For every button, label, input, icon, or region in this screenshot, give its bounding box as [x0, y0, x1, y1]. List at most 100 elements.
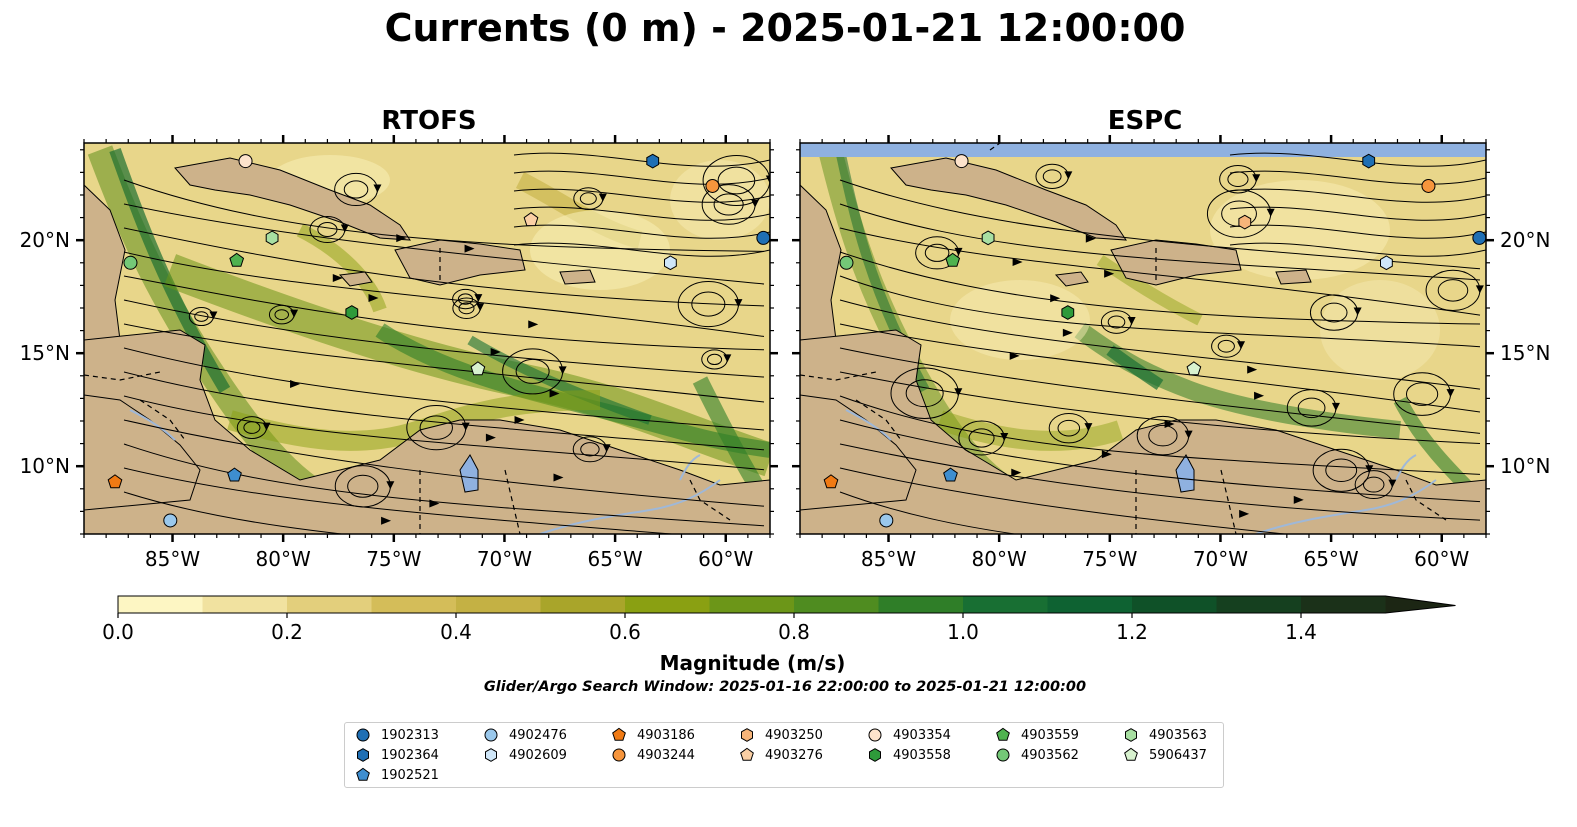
streamline-arrow — [1184, 430, 1193, 439]
legend-label: 5906437 — [1149, 747, 1207, 763]
land-areas — [84, 157, 770, 534]
y-tick-label: 15°N — [20, 341, 70, 365]
colorbar-segment — [794, 596, 879, 613]
legend-label: 4903186 — [637, 727, 695, 743]
colorbar-segment — [118, 596, 203, 613]
colorbar-tick-label: 1.0 — [947, 620, 979, 644]
colorbar-segment — [202, 596, 288, 613]
legend-marker-4903186 — [612, 727, 626, 741]
x-tick-label: 80°W — [972, 547, 1027, 571]
no-data-band — [800, 143, 1486, 157]
streamline — [123, 275, 765, 351]
streamline-arrow — [1247, 365, 1258, 374]
streamline-eddy — [1057, 419, 1081, 437]
legend-label: 4903563 — [1149, 727, 1207, 743]
x-tick-label: 70°W — [1193, 547, 1248, 571]
colorbar-segment — [1301, 596, 1386, 613]
float-marker-4902609 — [1380, 255, 1393, 271]
legend-item-4903563: 4903563 — [1123, 725, 1207, 745]
float-marker-1902313 — [756, 230, 770, 245]
streamline-arrow — [368, 294, 379, 303]
x-tick-label: 70°W — [477, 547, 532, 571]
y-tick-label: 10°N — [1500, 454, 1550, 478]
legend-label: 4903354 — [893, 727, 951, 743]
streamline — [123, 299, 765, 378]
streamline-eddy — [1297, 397, 1326, 419]
streamline — [839, 179, 1481, 270]
streamline-eddy — [1325, 458, 1358, 483]
streamline-arrow — [1353, 307, 1362, 316]
pentagon-marker-icon — [356, 767, 370, 781]
streamline-arrow — [290, 309, 299, 318]
circle-marker-icon — [996, 748, 1010, 762]
legend-label: 1902313 — [381, 727, 439, 743]
float-marker-1902313 — [1472, 230, 1486, 245]
streamline — [513, 152, 770, 167]
map-frame-rtofs — [83, 142, 771, 535]
colorbar-outline — [117, 595, 1456, 614]
streamline-eddy — [317, 222, 338, 237]
hexagon-marker-icon — [1125, 728, 1137, 742]
streamline — [839, 203, 1481, 281]
streamline-arrow — [464, 244, 475, 253]
legend-item-1902364: 1902364 — [355, 745, 439, 765]
colorbar-extend-arrow — [1385, 596, 1456, 613]
pentagon-marker-icon — [612, 727, 626, 741]
streamline-arrow — [1085, 234, 1096, 243]
colorbar-segment — [1132, 596, 1217, 613]
streamline-arrow — [1266, 208, 1275, 217]
legend-item-4903186: 4903186 — [611, 725, 695, 745]
float-marker-4903244 — [1421, 178, 1436, 193]
streamline-arrow — [1012, 257, 1023, 266]
circle-marker-icon — [484, 728, 498, 742]
float-marker-4903558 — [345, 305, 359, 320]
legend-marker-5906437 — [1124, 747, 1138, 761]
float-marker-4903186 — [823, 474, 839, 489]
colorbar-segment — [540, 596, 626, 613]
legend-label: 4903250 — [765, 727, 823, 743]
streamline — [839, 275, 1481, 348]
streamline-arrow — [490, 348, 501, 357]
streamline-arrow — [598, 193, 607, 202]
float-marker-5906437 — [470, 361, 486, 376]
panel-title-rtofs: RTOFS — [381, 106, 477, 136]
streamline — [513, 206, 770, 221]
streamline-arrow — [1388, 479, 1397, 488]
legend-item-4903558: 4903558 — [867, 745, 951, 765]
axis-ticks — [76, 135, 1494, 542]
float-marker-4902609 — [664, 255, 677, 271]
streamline — [1229, 152, 1486, 167]
streamline-arrow — [340, 224, 349, 233]
legend-item-1902313: 1902313 — [355, 725, 439, 745]
x-tick-label: 75°W — [1082, 547, 1137, 571]
panel-title-espc: ESPC — [1107, 106, 1183, 136]
streamline — [123, 323, 765, 403]
colorbar-segment — [456, 596, 541, 613]
float-marker-4903559 — [229, 252, 245, 267]
streamline — [839, 395, 1481, 475]
streamline-arrow — [1000, 432, 1009, 441]
hexagon-marker-icon — [741, 728, 753, 742]
page-title: Currents (0 m) - 2025-01-21 12:00:00 — [384, 6, 1186, 50]
colorbar-segment — [371, 596, 457, 613]
legend-label: 4902476 — [509, 727, 567, 743]
streamline-arrow — [485, 433, 496, 442]
streamline-eddy — [243, 421, 261, 434]
streamline-arrow — [765, 175, 770, 184]
streamline-eddy — [580, 442, 600, 457]
streamline-arrow — [954, 247, 963, 256]
streamline-eddy — [1217, 339, 1235, 353]
streamline-arrow — [209, 311, 218, 320]
legend: 1902313 1902364 1902521 4902476 4902609 49031… — [344, 722, 1224, 788]
x-tick-label: 85°W — [861, 547, 916, 571]
x-tick-label: 60°W — [698, 547, 753, 571]
map-panel-rtofs — [84, 143, 770, 534]
streamline-eddy — [274, 309, 290, 321]
legend-marker-4903250 — [741, 728, 753, 742]
map-frame-espc — [799, 142, 1487, 535]
streamline — [123, 371, 765, 451]
streamline-arrow — [1365, 465, 1374, 474]
streamline-arrow — [734, 299, 743, 308]
axis-tick-labels: 85°W 80°W 75°W 70°W 65°W 60°W 20°N 15°N 10°N 85°W… — [20, 228, 1551, 571]
